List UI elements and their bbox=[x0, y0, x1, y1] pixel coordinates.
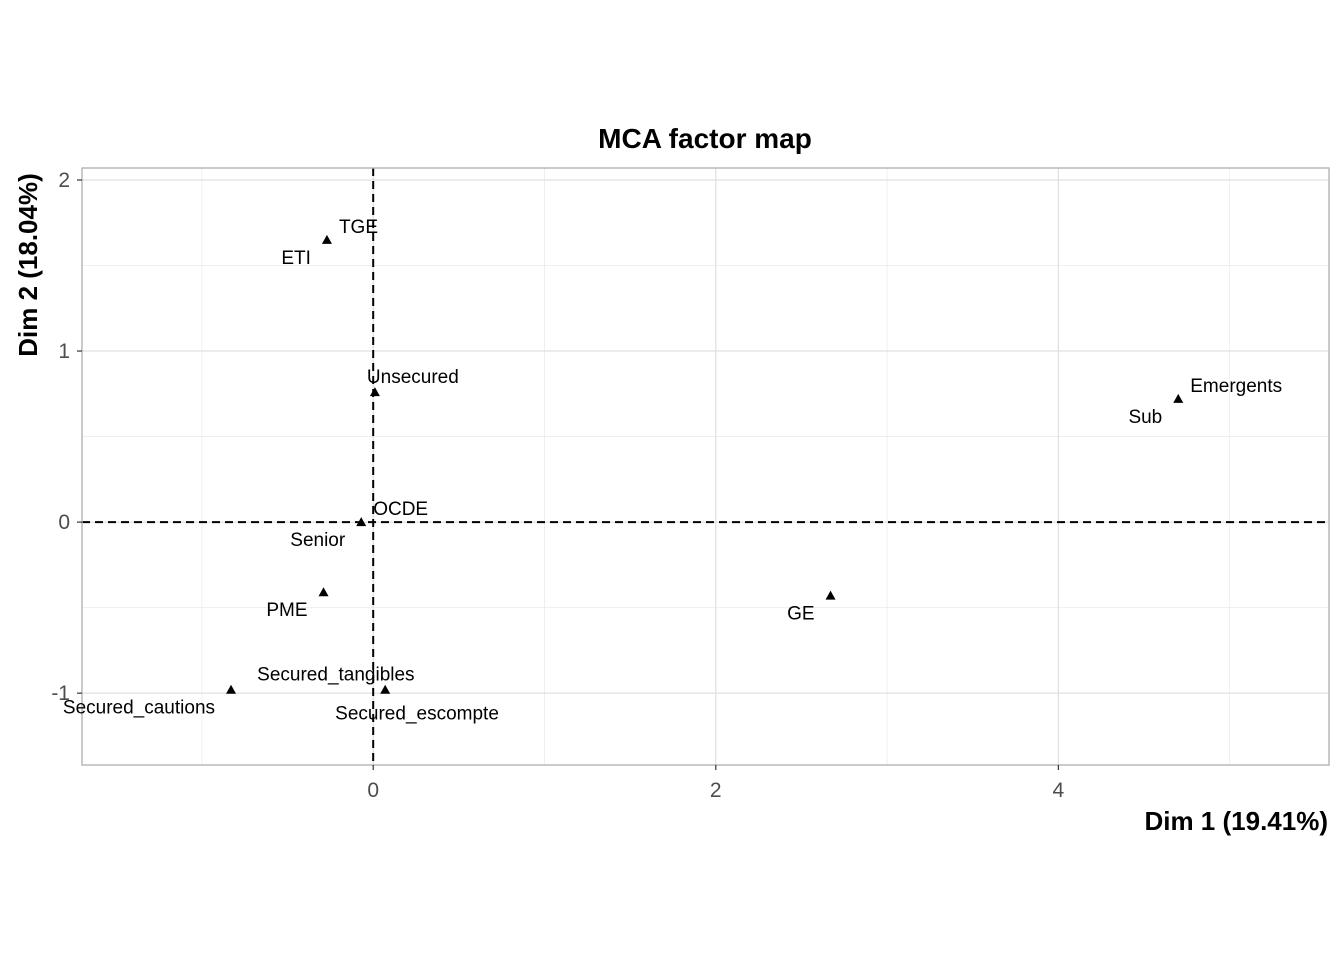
chart-title: MCA factor map bbox=[598, 123, 812, 154]
point-label: Secured_escompte bbox=[335, 704, 499, 725]
point-marker-triangle bbox=[356, 517, 367, 527]
x-tick-label: 4 bbox=[1053, 779, 1065, 802]
point-marker-triangle bbox=[318, 587, 329, 597]
point-label: PME bbox=[266, 600, 307, 621]
point-label: Secured_cautions bbox=[63, 698, 215, 719]
point-label: TGE bbox=[339, 217, 378, 238]
point-label: Sub bbox=[1128, 407, 1162, 428]
point-label: ETI bbox=[281, 248, 311, 269]
y-tick-label: 1 bbox=[58, 340, 70, 363]
data-points: TGE ETI Unsecured Emergents Sub OCDE Senior PME… bbox=[63, 217, 1282, 725]
axis-ticks: 0 2 4 -1 0 1 2 bbox=[51, 169, 1064, 802]
y-tick-label: 2 bbox=[58, 169, 70, 192]
grid-lines bbox=[82, 168, 1329, 765]
point-label: Unsecured bbox=[367, 367, 459, 388]
x-tick-label: 0 bbox=[367, 779, 379, 802]
point-label: Senior bbox=[290, 530, 346, 551]
point-marker-triangle bbox=[1173, 393, 1184, 403]
reference-lines bbox=[82, 168, 1329, 765]
point-marker-triangle bbox=[226, 684, 237, 694]
y-tick-label: -1 bbox=[51, 682, 70, 705]
point-marker-triangle bbox=[369, 387, 380, 397]
point-marker-triangle bbox=[321, 234, 332, 244]
y-axis-title: Dim 2 (18.04%) bbox=[13, 173, 43, 357]
x-tick-label: 2 bbox=[710, 779, 722, 802]
point-label: Emergents bbox=[1190, 376, 1282, 397]
point-label: GE bbox=[787, 604, 814, 625]
y-tick-label: 0 bbox=[58, 511, 70, 534]
x-axis-title: Dim 1 (19.41%) bbox=[1144, 806, 1328, 836]
point-label: Secured_tangibles bbox=[257, 665, 414, 686]
point-marker-triangle bbox=[380, 684, 391, 694]
point-label: OCDE bbox=[373, 499, 428, 520]
point-marker-triangle bbox=[825, 590, 836, 600]
plot-panel-border bbox=[81, 167, 1330, 766]
